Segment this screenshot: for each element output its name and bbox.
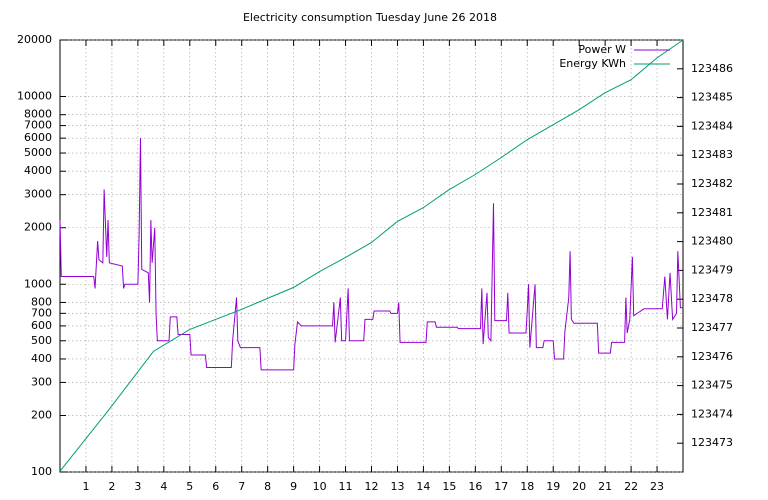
legend-label: Energy KWh [559,57,626,70]
x-tick-label: 5 [186,480,193,493]
y-tick-label: 100 [31,465,52,478]
series-line [59,138,683,371]
y-tick-label: 1000 [24,277,52,290]
x-tick-label: 22 [624,480,638,493]
x-tick-label: 8 [264,480,271,493]
x-tick-label: 2 [108,480,115,493]
x-tick-label: 14 [416,480,430,493]
x-tick-label: 13 [390,480,404,493]
x-tick-label: 6 [212,480,219,493]
y2-tick-label: 123474 [691,407,733,420]
legend-label: Power W [578,43,626,56]
x-tick-label: 20 [572,480,586,493]
x-tick-label: 10 [313,480,327,493]
y2-tick-label: 123478 [691,292,733,305]
x-tick-label: 11 [339,480,353,493]
x-tick-label: 7 [238,480,245,493]
y-tick-label: 600 [31,319,52,332]
x-tick-label: 1 [82,480,89,493]
y-tick-label: 10000 [17,90,52,103]
y-tick-label: 8000 [24,108,52,121]
x-tick-label: 18 [520,480,534,493]
y2-tick-label: 123480 [691,235,733,248]
y2-tick-label: 123485 [691,91,733,104]
y2-tick-label: 123479 [691,263,733,276]
y-tick-label: 200 [31,408,52,421]
y2-tick-label: 123482 [691,177,733,190]
x-tick-label: 23 [650,480,664,493]
y-tick-label: 2000 [24,221,52,234]
x-tick-label: 15 [442,480,456,493]
x-tick-label: 3 [134,480,141,493]
y2-tick-label: 123483 [691,148,733,161]
y2-tick-label: 123475 [691,379,733,392]
x-tick-label: 16 [468,480,482,493]
y2-tick-label: 123481 [691,206,733,219]
y-tick-label: 3000 [24,188,52,201]
y2-tick-label: 123477 [691,321,733,334]
y-tick-label: 4000 [24,164,52,177]
y-tick-label: 7000 [24,119,52,132]
y2-tick-label: 123473 [691,436,733,449]
y2-tick-label: 123484 [691,119,733,132]
series-line [59,39,684,472]
y-tick-label: 400 [31,352,52,365]
chart-title: Electricity consumption Tuesday June 26 … [243,11,497,24]
y-tick-label: 700 [31,306,52,319]
x-tick-label: 9 [290,480,297,493]
x-tick-label: 4 [160,480,167,493]
x-tick-label: 19 [546,480,560,493]
y-tick-label: 300 [31,375,52,388]
x-tick-label: 12 [365,480,379,493]
y-tick-label: 5000 [24,146,52,159]
x-tick-label: 17 [494,480,508,493]
y-tick-label: 6000 [24,131,52,144]
y-tick-label: 20000 [17,33,52,46]
y2-tick-label: 123476 [691,350,733,363]
y-tick-label: 500 [31,334,52,347]
x-tick-label: 21 [598,480,612,493]
y2-tick-label: 123486 [691,62,733,75]
y-tick-label: 800 [31,295,52,308]
